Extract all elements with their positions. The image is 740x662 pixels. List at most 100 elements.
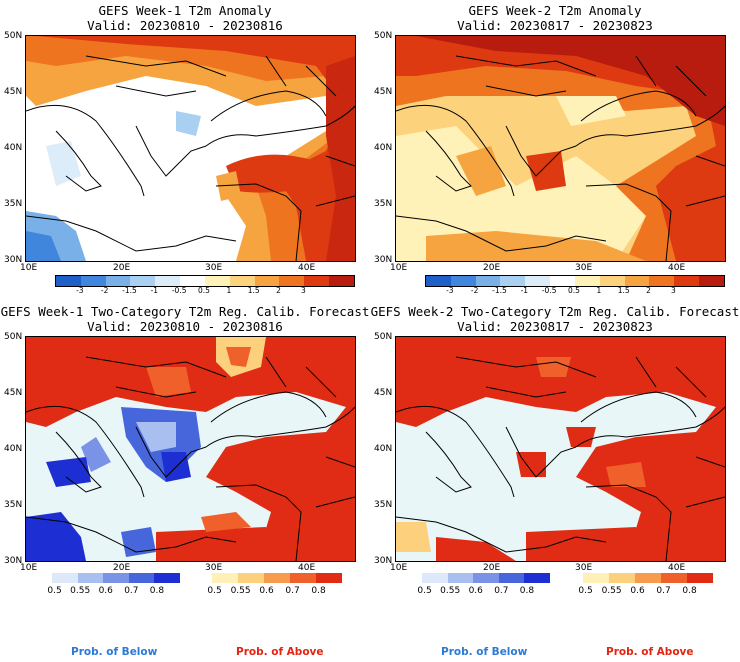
colorbar-cell [498, 573, 525, 583]
lat-label: 30N [4, 255, 23, 265]
colorbar-cell [103, 573, 129, 583]
lon-label: 40E [298, 263, 316, 273]
lat-label: 45N [374, 87, 393, 97]
lon-label: 10E [390, 263, 408, 273]
lat-label: 50N [374, 31, 393, 41]
footer-prob-above-label: Prob. of Above [606, 646, 694, 658]
colorbar-cell [635, 573, 661, 583]
colorbar-tick-label: 0.8 [311, 586, 326, 596]
colorbar-cell [279, 276, 305, 286]
lat-label: 45N [374, 388, 393, 398]
lat-label: 45N [4, 87, 23, 97]
colorbar-cell [475, 276, 501, 286]
probability-map-week2 [395, 336, 726, 562]
colorbar-tick-label: 0.5 [47, 586, 62, 596]
colorbar-tick-label: 0.55 [601, 586, 622, 596]
colorbar-tick-label: 1 [596, 286, 602, 295]
colorbar-cell [426, 276, 451, 286]
colorbar-cell [316, 573, 342, 583]
lon-label: 40E [668, 263, 686, 273]
colorbar-tick-label: -3 [446, 286, 454, 295]
above-probability-colorbar [212, 573, 342, 583]
lon-label: 30E [575, 263, 593, 273]
colorbar-cell [180, 276, 205, 286]
lat-label: 30N [374, 556, 393, 566]
lon-label: 30E [575, 563, 593, 573]
anomaly-colorbar [425, 275, 725, 287]
colorbar-cell [56, 276, 81, 286]
panel-title: GEFS Week-1 T2m Anomaly [98, 3, 272, 18]
colorbar-tick-label: -3 [76, 286, 84, 295]
colorbar-cell [204, 276, 230, 286]
colorbar-tick-label: 0.6 [98, 586, 113, 596]
panel-valid-dates: Valid: 20230810 - 20230816 [87, 319, 283, 334]
anomaly-map-week1 [25, 35, 356, 262]
lat-label: 50N [374, 332, 393, 342]
panel-title: GEFS Week-2 Two-Category T2m Reg. Calib.… [370, 304, 740, 319]
colorbar-cell [264, 573, 290, 583]
colorbar-tick-label: 2 [276, 286, 281, 295]
colorbar-tick-label: 1.5 [617, 286, 630, 295]
panel-title: GEFS Week-2 T2m Anomaly [468, 3, 642, 18]
colorbar-tick-label: -0.5 [541, 286, 557, 295]
lon-label: 40E [668, 563, 686, 573]
colorbar-cell [450, 276, 476, 286]
panel-title: GEFS Week-1 Two-Category T2m Reg. Calib.… [0, 304, 370, 319]
colorbar-tick-label: -1 [520, 286, 529, 295]
colorbar-cell [624, 276, 650, 286]
colorbar-cell [304, 276, 330, 286]
colorbar-cell [687, 573, 713, 583]
colorbar-tick-label: -2 [470, 286, 479, 295]
colorbar-tick-label: -0.5 [171, 286, 187, 295]
lat-label: 30N [4, 556, 23, 566]
colorbar-tick-label: 1 [226, 286, 232, 295]
colorbar-tick-label: 0.6 [630, 586, 645, 596]
colorbar-tick-label: 0.5 [568, 286, 580, 295]
lat-label: 35N [374, 500, 393, 510]
colorbar-tick-label: 0.5 [417, 586, 432, 596]
lon-label: 10E [20, 563, 38, 573]
colorbar-tick-label: -1.5 [122, 286, 137, 295]
colorbar-cell [550, 276, 575, 286]
colorbar-cell [155, 276, 181, 286]
above-probability-colorbar [583, 573, 713, 583]
lat-label: 35N [4, 500, 23, 510]
colorbar-tick-label: 2 [646, 286, 651, 295]
colorbar-tick-label: 0.6 [468, 586, 483, 596]
lon-label: 30E [205, 563, 223, 573]
colorbar-tick-label: -1.5 [492, 286, 507, 295]
anomaly-map-week2 [395, 35, 726, 262]
lon-label: 40E [298, 563, 316, 573]
probability-map-week1 [25, 336, 356, 562]
colorbar-tick-label: 0.8 [682, 586, 697, 596]
lat-label: 45N [4, 388, 23, 398]
colorbar-tick-label: 0.5 [198, 286, 210, 295]
colorbar-cell [290, 573, 316, 583]
below-probability-colorbar [422, 573, 550, 583]
colorbar-tick-label: 0.5 [207, 586, 222, 596]
panel-valid-dates: Valid: 20230817 - 20230823 [457, 319, 653, 334]
colorbar-cell [52, 573, 78, 583]
colorbar-cell [128, 573, 155, 583]
colorbar-cell [574, 276, 600, 286]
colorbar-cell [329, 276, 354, 286]
colorbar-cell [212, 573, 238, 583]
panel-valid-dates: Valid: 20230817 - 20230823 [457, 18, 653, 33]
colorbar-cell [699, 276, 724, 286]
footer-prob-above-label: Prob. of Above [236, 646, 324, 658]
lat-label: 50N [4, 332, 23, 342]
colorbar-cell [447, 573, 474, 583]
colorbar-tick-label: 3 [670, 286, 676, 295]
lon-label: 10E [20, 263, 38, 273]
colorbar-cell [583, 573, 609, 583]
colorbar-cell [609, 573, 635, 583]
colorbar-tick-label: 0.55 [70, 586, 91, 596]
colorbar-cell [238, 573, 264, 583]
colorbar-cell [154, 573, 180, 583]
panel-valid-dates: Valid: 20230810 - 20230816 [87, 18, 283, 33]
colorbar-cell [525, 276, 551, 286]
lon-label: 20E [483, 563, 501, 573]
colorbar-tick-label: 0.7 [656, 586, 671, 596]
colorbar-cell [77, 573, 104, 583]
colorbar-tick-label: 0.7 [124, 586, 139, 596]
